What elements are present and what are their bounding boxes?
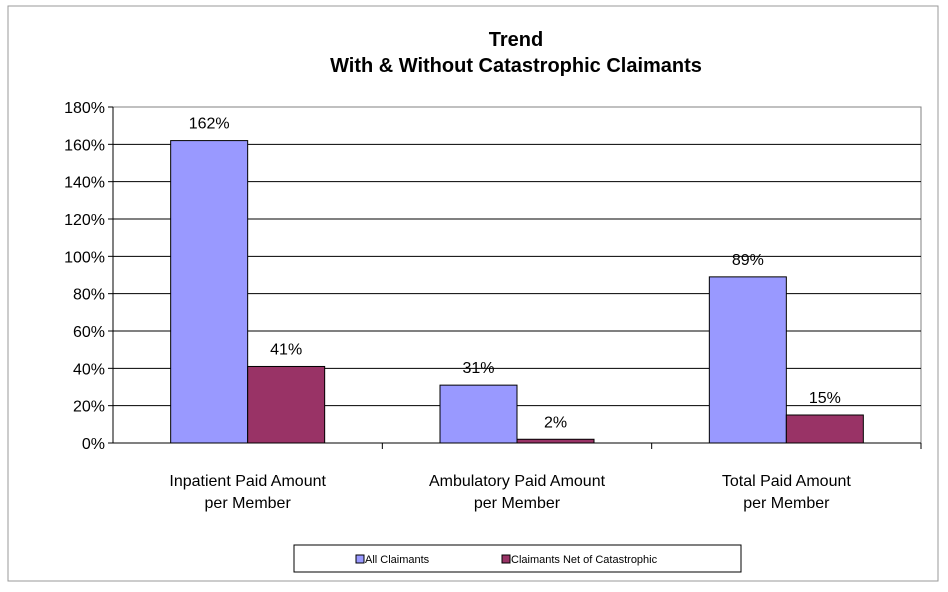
category-label: per Member [743,495,830,512]
y-tick-label: 160% [64,137,105,154]
y-tick-label: 40% [73,361,105,378]
legend-label-all-claimants: All Claimants [365,554,430,566]
bar-all-claimants [708,276,787,444]
data-label: 15% [809,390,841,407]
bar-net-of-catastrophic [247,365,326,444]
bars [170,140,864,444]
bar-net-of-catastrophic [785,414,864,444]
data-label: 162% [189,116,230,133]
y-tick-label: 80% [73,287,105,304]
category-label: per Member [205,495,292,512]
y-tick-label: 60% [73,324,105,341]
legend-swatch-all-claimants [355,554,365,564]
x-axis-categories: Inpatient Paid Amount per Member Ambulator… [169,443,922,512]
y-tick-label: 140% [64,175,105,192]
y-tick-label: 100% [64,249,105,266]
data-label: 2% [544,414,567,431]
y-tick-label: 0% [82,436,105,453]
category-label: Ambulatory Paid Amount [429,473,606,490]
data-label: 89% [732,252,764,269]
legend-swatch-net-of-catastrophic [501,554,511,564]
y-tick-label: 120% [64,212,105,229]
data-labels: 162% 41% 31% 2% 89% 15% [189,116,841,432]
y-tick-label: 180% [64,100,105,117]
legend: All Claimants Claimants Net of Catastrop… [293,544,742,573]
chart-title-line-1: Trend [489,29,543,51]
data-label: 41% [270,341,302,358]
chart-title-line-2: With & Without Catastrophic Claimants [330,55,702,77]
data-label: 31% [462,360,494,377]
bar-all-claimants [170,140,249,444]
bar-all-claimants [439,384,518,444]
y-tick-label: 20% [73,399,105,416]
legend-box [293,544,742,573]
category-label: Inpatient Paid Amount [169,473,326,490]
y-axis-ticks: 0% 20% 40% 60% 80% 100% 120% 140% 160% 180% [64,100,113,453]
legend-label-net-of-catastrophic: Claimants Net of Catastrophic [511,554,658,566]
category-label: per Member [474,495,561,512]
bar-net-of-catastrophic [516,438,595,444]
category-label: Total Paid Amount [722,473,852,490]
